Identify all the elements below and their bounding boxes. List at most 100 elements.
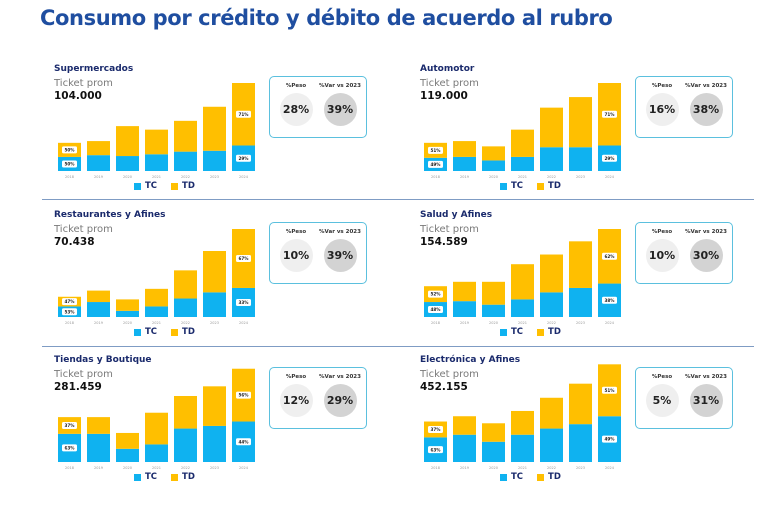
x-tick-label: 2019 — [460, 175, 469, 179]
bar-td-2020 — [116, 126, 139, 157]
x-tick-label: 2023 — [576, 466, 585, 470]
kpi-box: %Peso 28% %Var vs 2023 39% — [269, 76, 367, 138]
svg-text:71%: 71% — [238, 112, 249, 117]
ticket-label: Ticket prom — [54, 78, 113, 89]
data-label-tc-2018: 63% — [62, 444, 77, 452]
legend-label-td: TD — [182, 472, 195, 482]
bar-td-2023 — [203, 386, 226, 426]
legend-label-td: TD — [548, 327, 561, 337]
kpi-peso: %Peso 10% — [274, 229, 318, 272]
kpi-var: %Var vs 2023 29% — [318, 374, 362, 417]
bar-td-2019 — [87, 417, 110, 434]
data-label-td-2018: 50% — [62, 146, 77, 154]
kpi-peso: %Peso 5% — [640, 374, 684, 417]
legend-item-tc: TC — [134, 181, 157, 191]
bar-td-2019 — [453, 281, 476, 302]
legend-label-td: TD — [548, 181, 561, 191]
x-tick-label: 2018 — [65, 466, 74, 470]
bar-tc-2022 — [540, 147, 563, 171]
legend-label-tc: TC — [145, 181, 158, 191]
bar-td-2022 — [174, 120, 197, 152]
x-tick-label: 2022 — [547, 175, 556, 179]
x-tick-label: 2021 — [518, 175, 527, 179]
bar-tc-2019 — [453, 301, 476, 317]
bar-td-2023 — [203, 106, 226, 151]
legend-label-td: TD — [182, 327, 195, 337]
legend-item-td: TD — [537, 327, 561, 337]
category-panel: 2018 2019 2020 2021 2022 2023 2024 51% 49% 71% 29%… — [420, 64, 750, 204]
bar-tc-2019 — [87, 155, 110, 171]
svg-text:29%: 29% — [604, 156, 615, 161]
bar-tc-2019 — [453, 156, 476, 171]
bar-tc-2021 — [145, 154, 168, 171]
chart-legend: TC TD — [500, 327, 561, 337]
ticket-value: 452.155 — [420, 381, 468, 393]
x-tick-label: 2019 — [460, 466, 469, 470]
kpi-var-value: 29% — [323, 384, 357, 417]
kpi-var-label: %Var vs 2023 — [685, 229, 727, 235]
svg-text:47%: 47% — [64, 299, 75, 304]
svg-text:38%: 38% — [604, 298, 615, 303]
kpi-var-label: %Var vs 2023 — [685, 374, 727, 380]
bar-tc-2023 — [569, 147, 592, 171]
kpi-peso-value: 10% — [279, 239, 313, 272]
kpi-var-value: 31% — [689, 384, 723, 417]
data-label-tc-2024: 38% — [602, 296, 617, 304]
data-label-tc-2018: 49% — [428, 160, 443, 168]
x-tick-label: 2024 — [605, 321, 615, 325]
panel-title: Automotor — [420, 64, 475, 74]
category-panel: 2018 2019 2020 2021 2022 2023 2024 37% 63% 56% 44%… — [54, 355, 384, 495]
svg-text:44%: 44% — [238, 439, 249, 444]
data-label-tc-2024: 29% — [236, 154, 251, 162]
x-tick-label: 2020 — [489, 175, 498, 179]
svg-text:51%: 51% — [430, 148, 441, 153]
svg-text:51%: 51% — [604, 388, 615, 393]
bar-td-2022 — [174, 270, 197, 299]
svg-text:50%: 50% — [64, 162, 75, 167]
stacked-bar-chart: 2018 2019 2020 2021 2022 2023 2024 47% 53% 67% 33% — [58, 229, 255, 325]
legend-item-td: TD — [537, 181, 561, 191]
ticket-value: 281.459 — [54, 381, 102, 393]
ticket-label: Ticket prom — [420, 78, 479, 89]
data-label-tc-2024: 44% — [236, 438, 251, 446]
kpi-var-value: 38% — [689, 93, 723, 126]
bar-tc-2019 — [453, 434, 476, 462]
x-tick-label: 2022 — [181, 175, 190, 179]
legend-swatch-td — [171, 182, 179, 190]
bar-tc-2021 — [145, 306, 168, 317]
data-label-td-2018: 51% — [428, 146, 443, 154]
panel-title: Electrónica y Afines — [420, 355, 521, 365]
stacked-bar-chart: 2018 2019 2020 2021 2022 2023 2024 37% 63% 56% 44% — [58, 368, 255, 470]
svg-text:63%: 63% — [64, 446, 75, 451]
bar-tc-2020 — [116, 448, 139, 462]
svg-text:49%: 49% — [604, 437, 615, 442]
kpi-box: %Peso 10% %Var vs 2023 39% — [269, 222, 367, 284]
data-label-td-2024: 71% — [602, 110, 617, 118]
bar-tc-2021 — [511, 299, 534, 317]
legend-swatch-td — [537, 182, 545, 190]
bar-td-2019 — [87, 141, 110, 156]
svg-text:48%: 48% — [430, 307, 441, 312]
bar-tc-2021 — [511, 434, 534, 462]
bar-td-2022 — [540, 107, 563, 148]
data-label-tc-2018: 53% — [62, 308, 77, 316]
bar-td-2023 — [569, 383, 592, 425]
x-tick-label: 2018 — [431, 321, 440, 325]
x-tick-label: 2021 — [152, 175, 161, 179]
svg-text:37%: 37% — [430, 427, 441, 432]
bar-tc-2021 — [145, 444, 168, 462]
bar-td-2020 — [482, 281, 505, 305]
ticket-label: Ticket prom — [420, 369, 479, 380]
kpi-var: %Var vs 2023 39% — [318, 83, 362, 126]
bar-td-2023 — [569, 241, 592, 288]
bar-tc-2019 — [87, 302, 110, 317]
bar-tc-2021 — [511, 156, 534, 171]
kpi-var: %Var vs 2023 31% — [684, 374, 728, 417]
svg-text:71%: 71% — [604, 112, 615, 117]
chart-legend: TC TD — [134, 472, 195, 482]
x-tick-label: 2018 — [65, 321, 74, 325]
legend-item-td: TD — [171, 472, 195, 482]
bar-td-2021 — [145, 412, 168, 445]
category-panel: 2018 2019 2020 2021 2022 2023 2024 50% 50% 71% 29%… — [54, 64, 384, 204]
panel-title: Tiendas y Boutique — [54, 355, 152, 365]
